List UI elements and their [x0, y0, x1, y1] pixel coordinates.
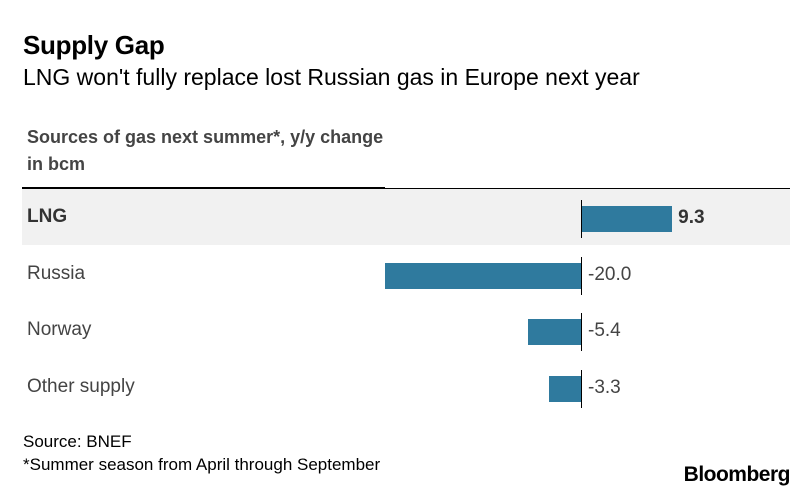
zero-axis-tick [581, 369, 582, 408]
column-header: Sources of gas next summer*, y/y change … [27, 127, 384, 174]
header-rule-thin [385, 187, 790, 189]
category-label: LNG [27, 206, 68, 227]
value-label: -20.0 [588, 263, 632, 285]
chart-title: Supply Gap [23, 30, 165, 60]
category-label: Other supply [27, 375, 135, 397]
bar-lng [581, 206, 673, 232]
value-label: -3.3 [588, 376, 621, 398]
bar-russia [385, 262, 581, 289]
zero-axis-tick [581, 200, 582, 238]
header-rule-thick [22, 187, 385, 189]
zero-axis-tick [581, 256, 582, 295]
chart-subtitle: LNG won't fully replace lost Russian gas… [23, 64, 640, 90]
bar-other-supply [548, 375, 581, 402]
category-label: Russia [27, 262, 86, 284]
category-label: Norway [27, 319, 92, 340]
bar-norway [528, 319, 581, 345]
value-label: 9.3 [678, 207, 705, 228]
value-label: -5.4 [588, 320, 621, 341]
bloomberg-logo: Bloomberg [683, 463, 791, 486]
source-note: Source: BNEF [23, 432, 132, 451]
zero-axis-tick [581, 313, 582, 351]
footnote: *Summer season from April through Septem… [23, 455, 381, 474]
highlighted-row-background [22, 189, 790, 245]
